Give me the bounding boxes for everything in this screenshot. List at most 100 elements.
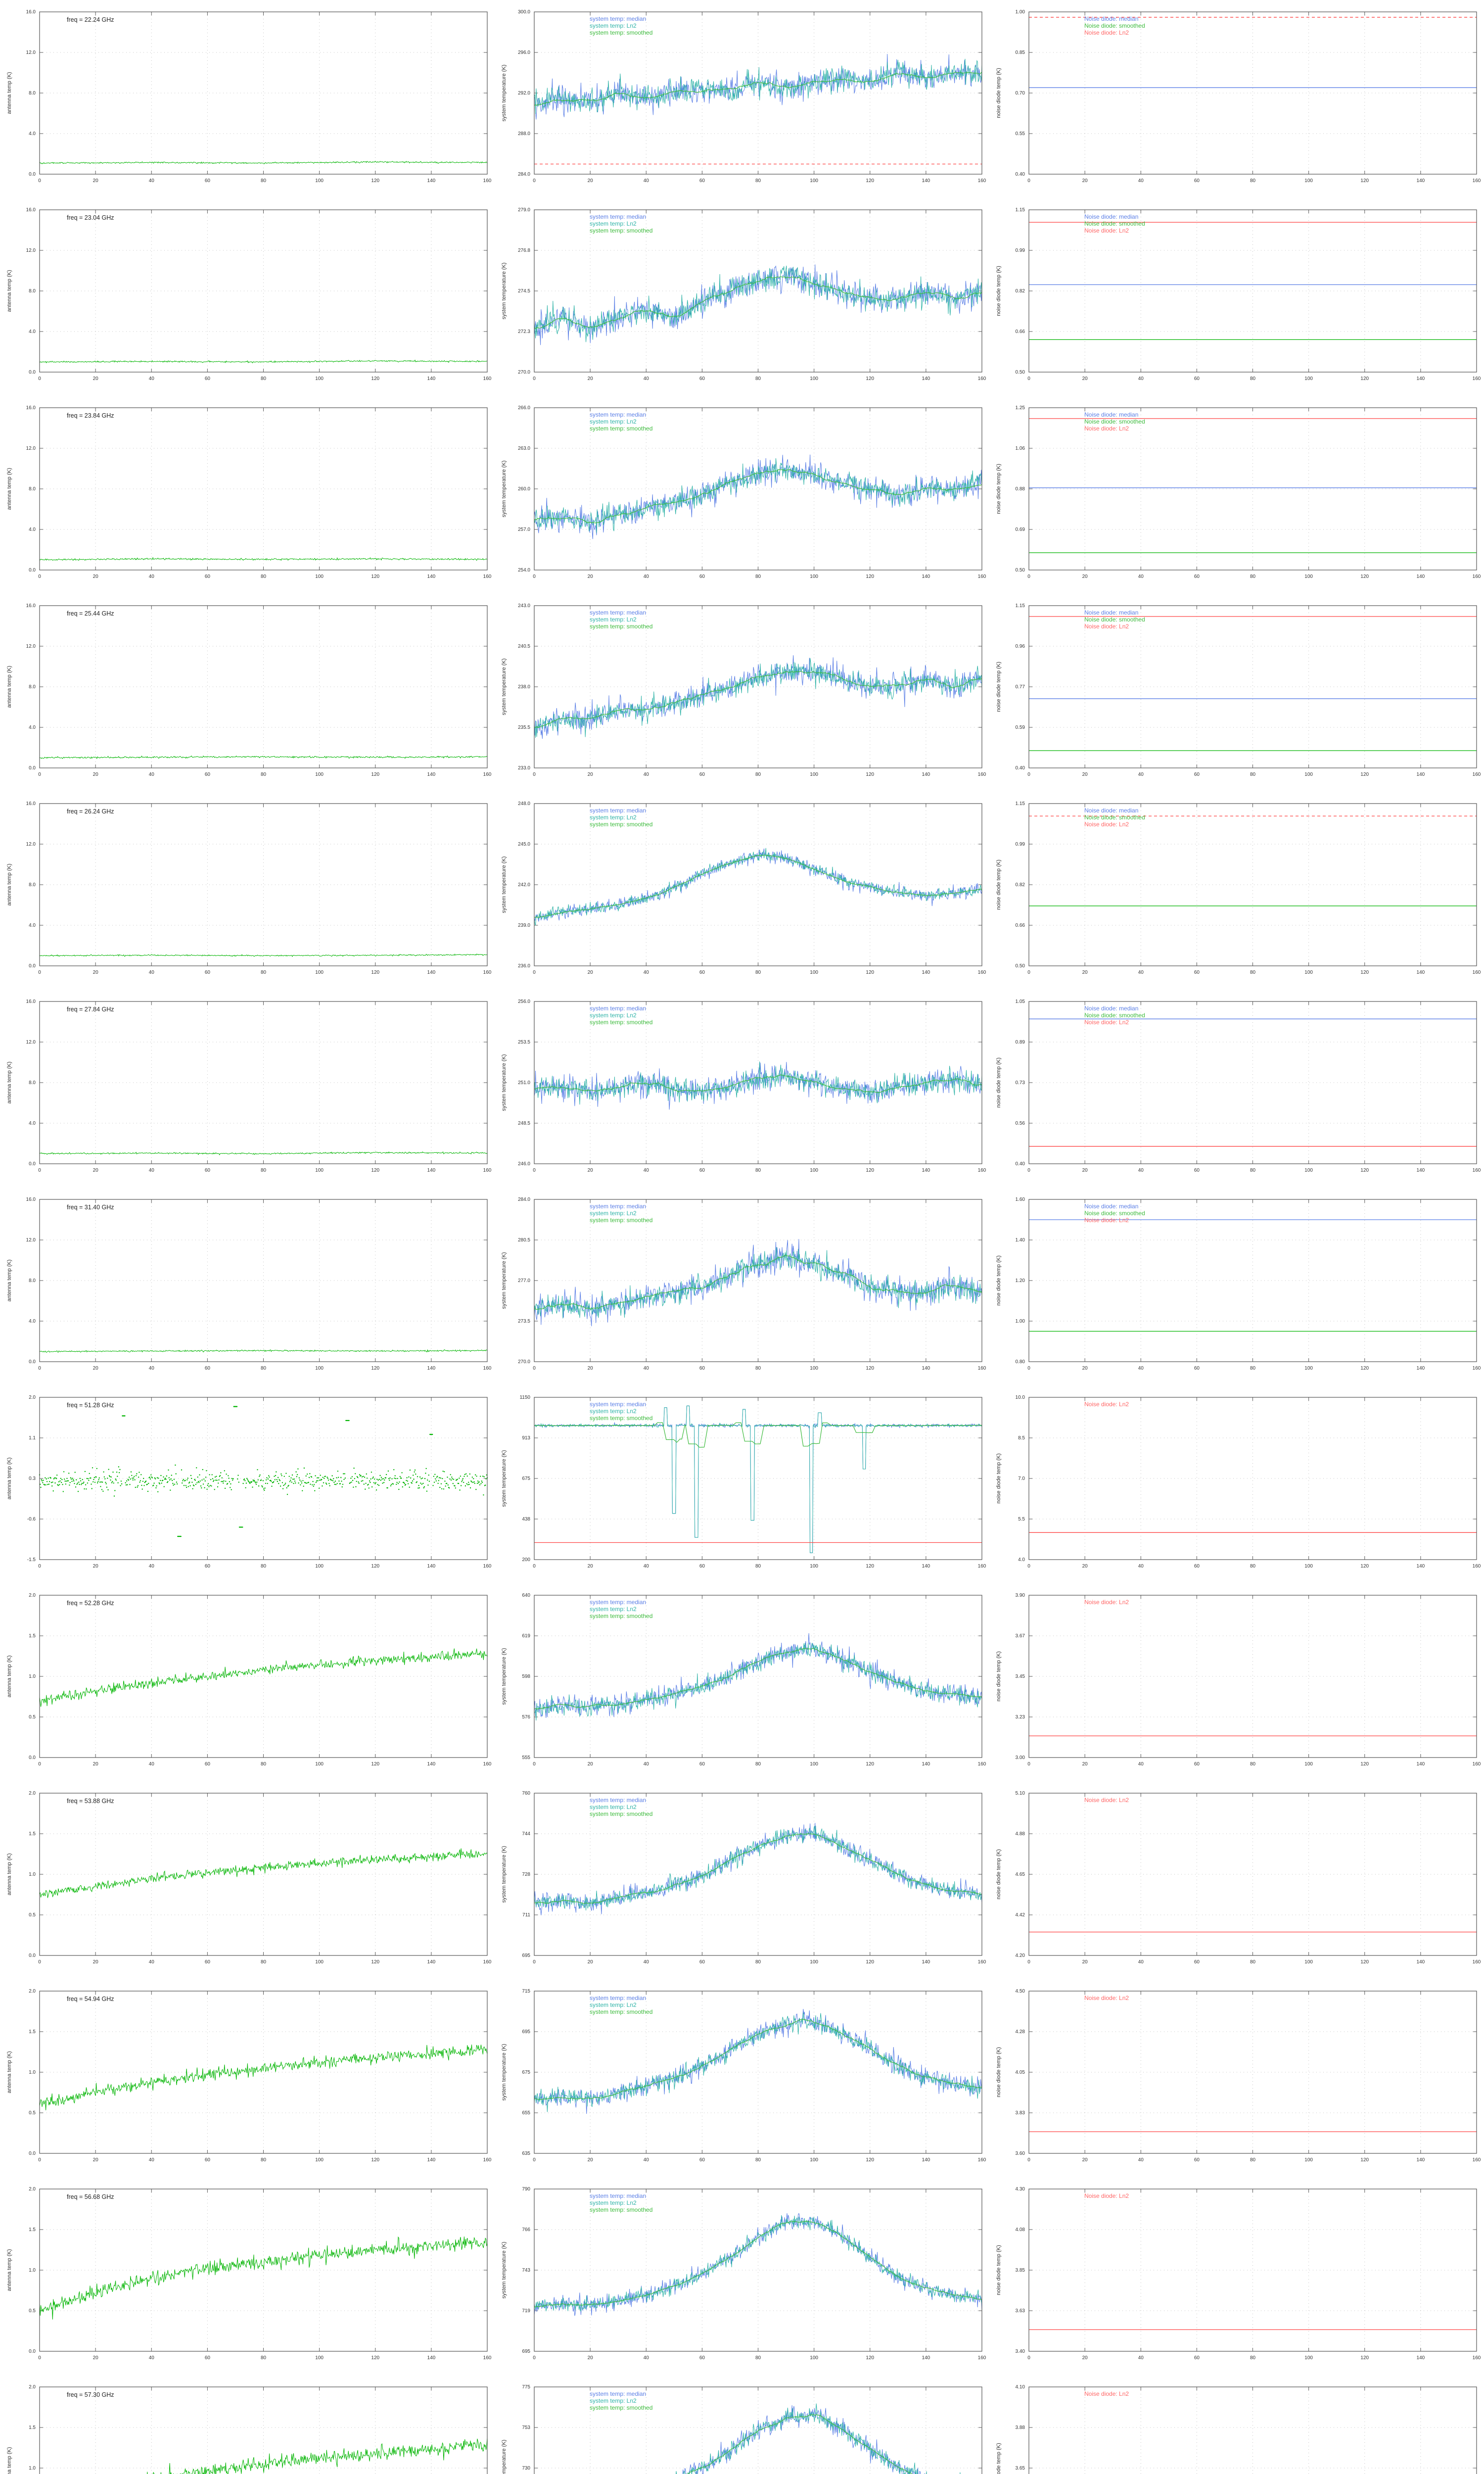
x-tick-label: 100 [315,178,324,184]
y-tick-label: 0.66 [1016,329,1025,334]
y-tick-label: 1.25 [1016,405,1025,411]
y-axis-label: noise diode temp (K) [996,1849,1002,1900]
plot-frame [1028,605,1477,768]
y-tick-label: 300.0 [518,9,530,15]
plot-frame [39,1001,488,1164]
x-tick-label: 0 [533,1168,536,1173]
y-tick-label: 743 [522,2268,530,2273]
x-tick-label: 60 [1194,376,1200,381]
x-tick-label: 100 [315,1168,324,1173]
plot-frame [1028,1397,1477,1560]
x-tick-label: 0 [1027,1564,1030,1569]
y-tick-label: 3.85 [1016,2268,1025,2273]
x-tick-label: 100 [1304,178,1313,184]
freq-label: freq = 26.24 GHz [67,808,114,815]
y-tick-label: 0.85 [1016,50,1025,55]
x-tick-label: 0 [1027,574,1030,579]
y-tick-label: 280.5 [518,1237,530,1243]
x-tick-label: 100 [315,1366,324,1371]
x-tick-label: 140 [427,970,436,975]
x-tick-label: 60 [205,970,211,975]
spectrum-panel: 0204060801001201401600.00.51.01.52.0ante… [0,2375,495,2474]
y-tick-label: 0.50 [1016,568,1025,573]
freq-label: freq = 51.28 GHz [67,1402,114,1409]
x-tick-label: 60 [205,178,211,184]
x-tick-label: 0 [1027,178,1030,184]
x-tick-label: 120 [1360,376,1369,381]
system-temp-smoothed-series [534,469,982,523]
y-tick-label: 695 [522,2029,530,2035]
x-tick-label: 140 [427,178,436,184]
x-tick-label: 20 [1082,1761,1088,1767]
y-tick-label: 0.82 [1016,288,1025,294]
plot-frame [1028,11,1477,175]
y-tick-label: 0.73 [1016,1080,1025,1086]
spectrum-panel: 0 20 40 60 80 100 120 140 160 0.0 4.0 8.0 12.0 16.0 an… [0,990,495,1188]
spectrum-panel: 0 20 40 60 80 100 120 140 160 0.0 4.0 8.0 12.0 16.0 an… [0,792,495,990]
x-tick-label: 100 [315,2355,324,2361]
plot-frame [1028,209,1477,373]
spectrum-series [39,2045,488,2110]
legend-item: Noise diode: Ln2 [1084,227,1129,234]
y-tick-label: 753 [522,2425,530,2430]
system-temp-panel: 0 20 40 60 80 100 120 140 160 236.0 239.0 242.0 245.… [495,792,989,990]
grid [40,1595,487,1758]
y-axis-label: system temperature (K) [501,659,507,715]
legend-item: Noise diode: smoothed [1084,616,1145,623]
x-tick-label: 0 [1027,2157,1030,2163]
plot-frame [39,209,488,373]
x-tick-label: 100 [315,1761,324,1767]
spectrum-series [147,2438,488,2474]
legend: Noise diode: Ln2 [1084,1401,1129,1408]
legend-item: system temp: median [590,1599,646,1606]
x-tick-label: 80 [261,772,267,777]
noise-diode-panel: 0 20 40 60 80 100 120 140 160 0.50 0.69 0.88 1.06 1.2… [989,396,1484,594]
y-tick-label: 619 [522,1633,530,1639]
x-tick-label: 80 [1250,2157,1256,2163]
legend-item: system temp: smoothed [590,1217,652,1224]
x-tick-label: 20 [1082,574,1088,579]
x-tick-label: 160 [978,1564,986,1569]
x-tick-label: 0 [1027,1366,1030,1371]
x-tick-label: 120 [371,1366,379,1371]
x-tick-label: 140 [427,1366,436,1371]
legend-item: system temp: Ln2 [590,1804,637,1810]
x-tick-label: 0 [533,2157,536,2163]
y-tick-label: 0.0 [29,1755,36,1760]
chart-canvas: 020406080100120140160685708730753775syst… [501,2384,982,2474]
plot-frame [1028,803,1477,966]
chart-canvas: 0 20 40 60 80 100 120 140 160 635 655 675 695 715 syst… [501,1989,986,2163]
x-tick-label: 0 [1027,1959,1030,1965]
grid [534,804,982,966]
x-tick-label: 100 [810,574,818,579]
system-temp-ln2-series [534,58,982,114]
system-temp-ln2-series [534,2012,982,2112]
legend-item: system temp: Ln2 [590,616,637,623]
system-temp-ln2-series [534,848,982,926]
x-tick-label: 20 [588,772,594,777]
plot-row: 0 20 40 60 80 100 120 140 160 0.0 4.0 8.0 12.0 16.0 an… [0,198,1484,396]
x-tick-label: 40 [149,574,155,579]
chart-canvas: 0 20 40 60 80 100 120 140 160 0.0 4.0 8.0 12.0 16.0 an… [6,207,492,381]
grid [40,1199,487,1362]
y-axis-label: system temperature (K) [501,1648,507,1705]
y-axis-label: noise diode temp (K) [996,2443,1002,2474]
x-tick-label: 160 [1473,574,1481,579]
y-tick-label: 4.05 [1016,2070,1025,2075]
y-axis-label: noise diode temp (K) [996,266,1002,316]
x-tick-label: 20 [588,2157,594,2163]
system-temp-smoothed-series [687,2414,913,2474]
y-tick-label: 5.10 [1016,1791,1025,1796]
spectrum-series [39,755,488,760]
chart-canvas: 0 20 40 60 80 100 120 140 160 0.0 0.5 1.0 1.5 2.0 ante… [6,2187,492,2361]
y-tick-label: 8.0 [29,1080,36,1086]
x-tick-label: 120 [1360,1959,1369,1965]
plot-frame [39,1199,488,1362]
x-tick-label: 160 [483,1168,492,1173]
legend-item: Noise diode: Ln2 [1084,1995,1129,2001]
